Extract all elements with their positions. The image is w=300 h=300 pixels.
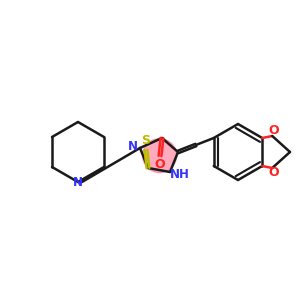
Text: NH: NH — [170, 167, 190, 181]
Text: N: N — [128, 140, 138, 152]
Text: S: S — [142, 134, 151, 148]
Text: O: O — [268, 167, 279, 179]
Text: O: O — [155, 158, 165, 172]
Circle shape — [142, 139, 177, 172]
Text: O: O — [268, 124, 279, 137]
Text: N: N — [73, 176, 83, 188]
